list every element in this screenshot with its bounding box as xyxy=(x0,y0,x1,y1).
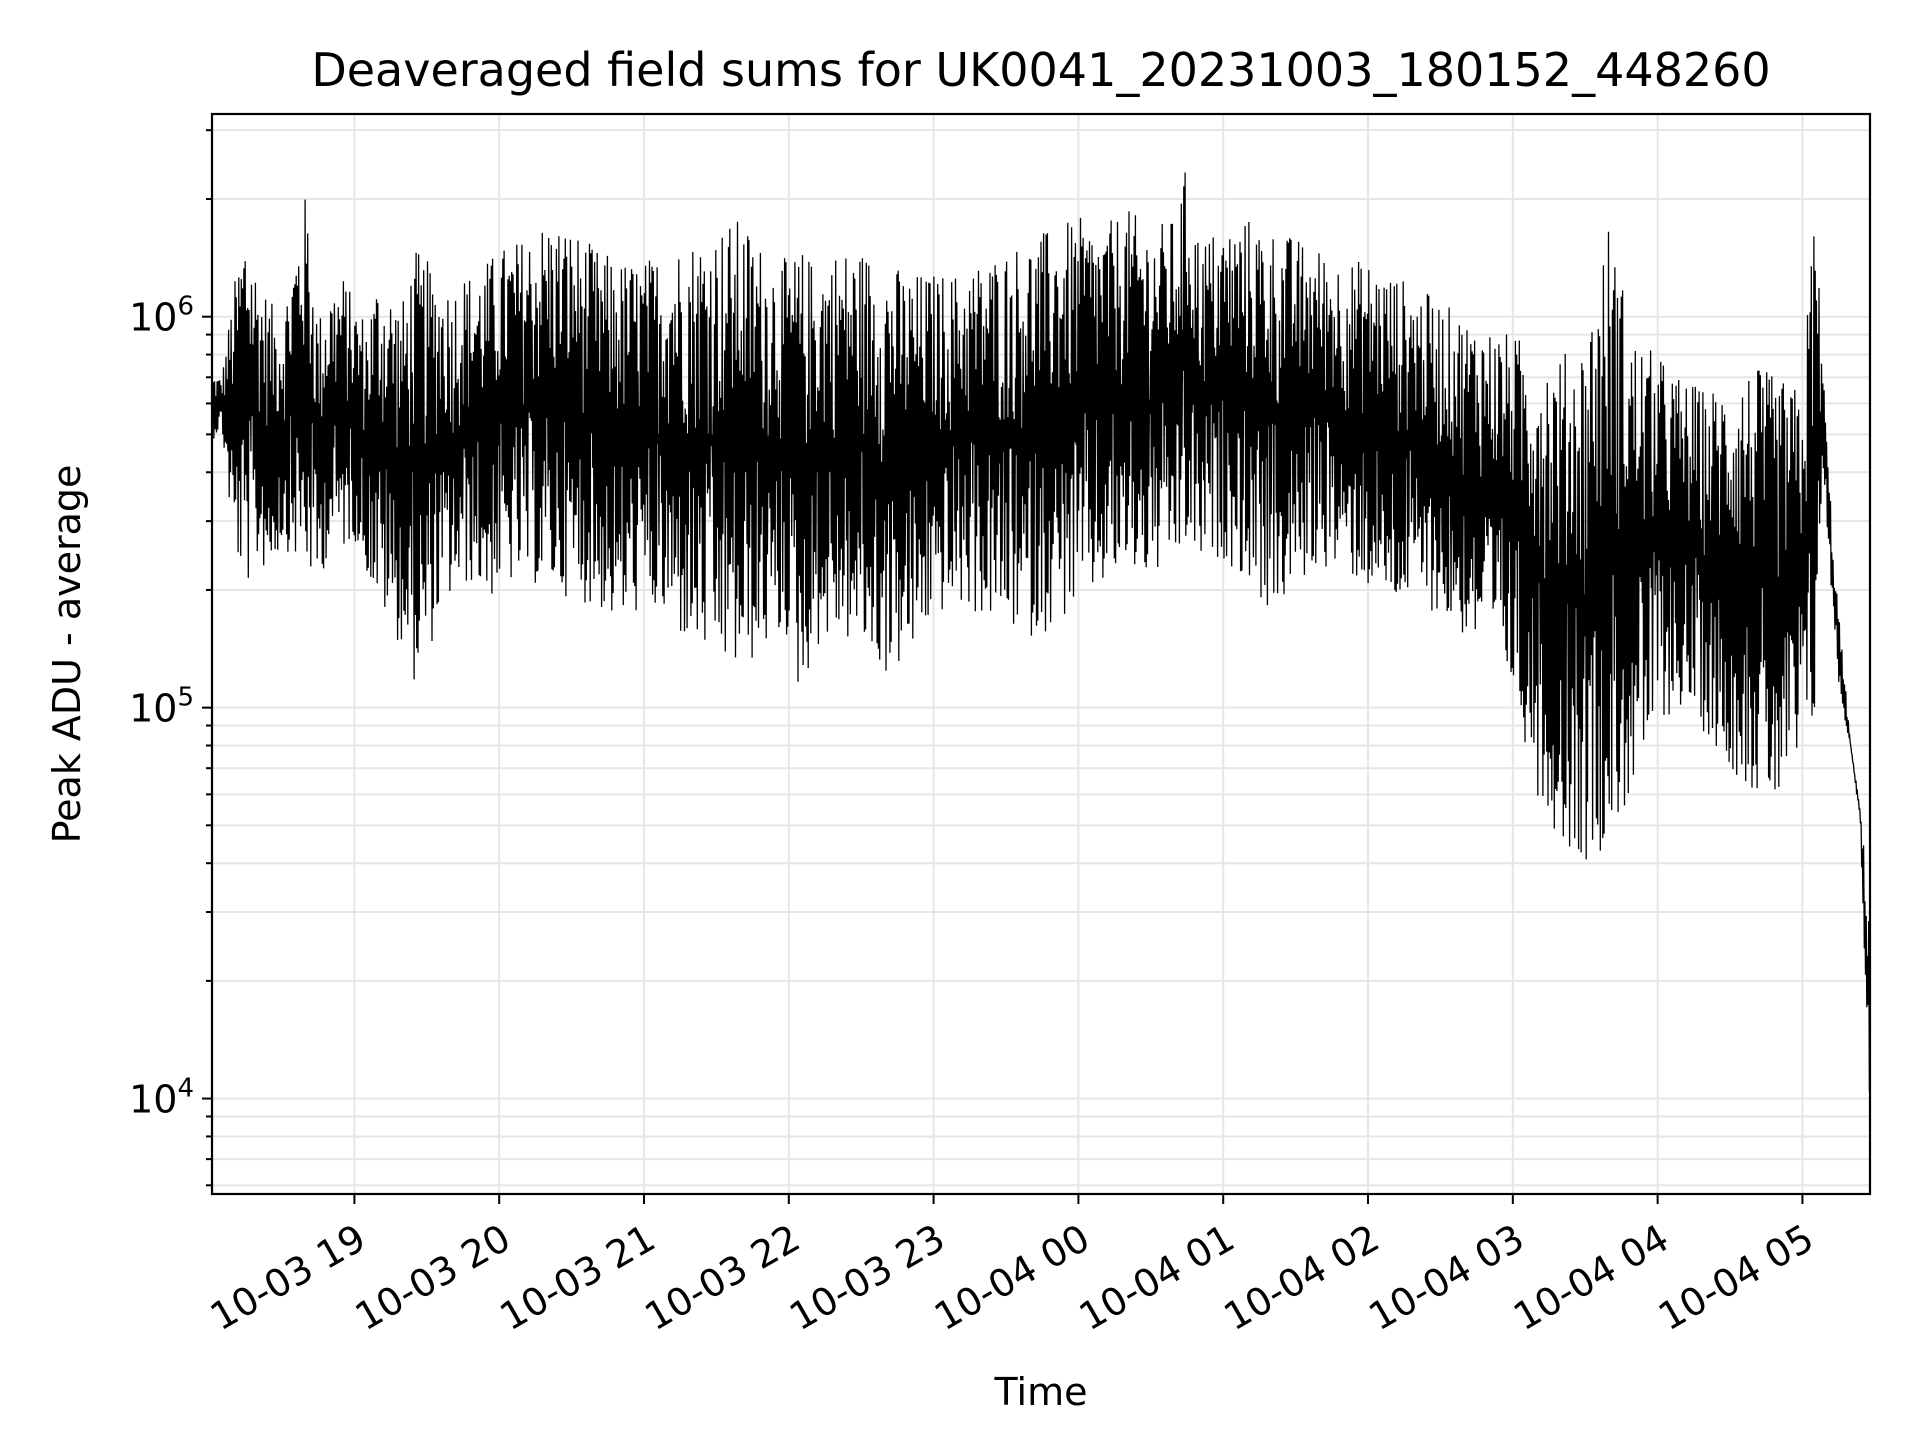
y-tick-label: 106 xyxy=(129,292,194,340)
y-axis-label: Peak ADU - average xyxy=(45,465,89,844)
plot-frame xyxy=(210,112,1872,1196)
y-tick-label: 104 xyxy=(129,1074,194,1122)
y-tick-label: 105 xyxy=(129,683,194,731)
series-layer xyxy=(211,172,1871,1092)
ticks xyxy=(202,129,1804,1204)
x-axis-label: Time xyxy=(994,1370,1088,1414)
series-line xyxy=(211,172,1871,1092)
chart-title: Deaveraged field sums for UK0041_2023100… xyxy=(311,43,1770,97)
